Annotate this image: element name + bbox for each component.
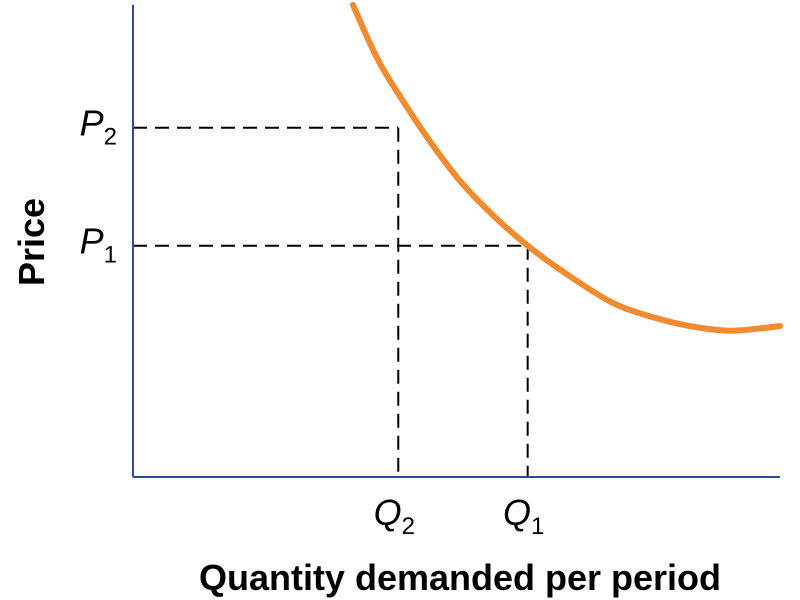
tick-label-p1: P1 bbox=[80, 221, 117, 269]
y-axis-title: Price bbox=[11, 198, 52, 286]
x-axis-title: Quantity demanded per period bbox=[199, 557, 721, 598]
guide-lines bbox=[133, 126, 529, 477]
tick-labels: P1 Q1 P2 Q2 bbox=[80, 103, 545, 540]
demand-curve bbox=[350, 2, 783, 334]
tick-label-q1: Q1 bbox=[503, 492, 544, 540]
tick-label-q2: Q2 bbox=[374, 492, 415, 540]
tick-label-p2: P2 bbox=[80, 103, 117, 151]
